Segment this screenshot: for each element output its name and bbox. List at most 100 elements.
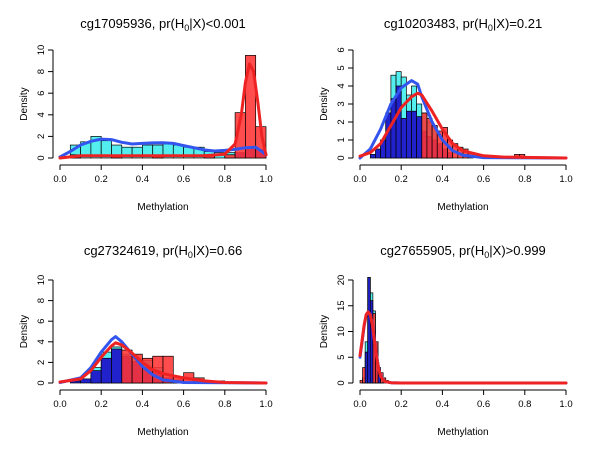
density-curve-blue	[358, 79, 568, 160]
bar-blue	[364, 351, 369, 384]
panel-title-subscript: 0	[488, 23, 493, 33]
x-tick-label: 0.8	[518, 174, 531, 185]
y-tick-label: 2	[336, 119, 347, 124]
y-tick-label: 5	[336, 65, 347, 70]
y-tick-label: 4	[36, 339, 47, 344]
x-tick-label: 0.2	[395, 399, 408, 410]
x-tick-label: 0.4	[136, 399, 149, 410]
panel-title-suffix: |X)=0.21	[493, 16, 542, 31]
panel-title: cg27324619, pr(H0|X)=0.66	[84, 243, 242, 260]
x-tick-label: 1.0	[559, 174, 572, 185]
y-axis-title: Density	[319, 315, 330, 348]
y-tick-label: 10	[336, 326, 347, 337]
y-tick-label: 6	[336, 47, 347, 52]
bar-blue	[90, 370, 102, 384]
x-tick-label: 0.0	[53, 399, 66, 410]
x-axis-title: Methylation	[437, 202, 488, 213]
panel-title: cg17095936, pr(H0|X)<0.001	[80, 16, 246, 33]
bar-red	[362, 367, 366, 384]
x-tick-label: 0.4	[436, 399, 449, 410]
panel-title-suffix: |X)<0.001	[189, 16, 246, 31]
density-curve-red	[58, 62, 268, 160]
x-tick-label: 1.0	[259, 399, 272, 410]
y-tick-label: 0	[336, 155, 347, 160]
y-tick-label: 2	[36, 360, 47, 365]
y-tick-label: 3	[336, 101, 347, 106]
y-tick-label: 4	[336, 83, 347, 88]
bar-red	[121, 349, 133, 384]
panel-2: cg10203483, pr(H0|X)=0.210.0 0.2 0.4 0.6 0.8…	[319, 16, 573, 213]
panel-title-prefix: cg27324619, pr(H	[84, 243, 188, 258]
bar-blue	[416, 116, 423, 159]
y-tick-label: 0	[336, 380, 347, 385]
density-curve-blue	[58, 137, 268, 159]
density-curve-red	[358, 310, 568, 385]
y-tick-label: 6	[36, 91, 47, 96]
y-tick-label: 4	[36, 112, 47, 117]
x-axis-title: Methylation	[137, 427, 188, 438]
panel-title-subscript: 0	[184, 23, 189, 33]
density-curve-red	[358, 91, 568, 160]
bar-blue	[406, 110, 412, 159]
y-tick-label: 8	[36, 298, 47, 303]
panel-title-prefix: cg17095936, pr(H	[80, 16, 184, 31]
x-tick-label: 0.2	[95, 399, 108, 410]
x-tick-label: 0.6	[477, 174, 490, 185]
y-axis-title: Density	[19, 87, 30, 120]
panel-title: cg27655905, pr(H0|X)>0.999	[380, 243, 546, 260]
bar-blue	[111, 348, 123, 384]
x-axis-title: Methylation	[137, 202, 188, 213]
bar-blue	[100, 357, 112, 384]
y-tick-label: 5	[336, 355, 347, 360]
bar-red	[421, 112, 428, 159]
x-tick-label: 0.8	[218, 174, 231, 185]
panel-title-suffix: |X)>0.999	[489, 243, 546, 258]
y-tick-label: 10	[36, 275, 47, 286]
bar-blue	[400, 118, 407, 159]
panel-title: cg10203483, pr(H0|X)=0.21	[384, 16, 542, 33]
y-tick-label: 10	[36, 45, 47, 56]
x-tick-label: 0.8	[518, 399, 531, 410]
y-tick-label: 1	[336, 137, 347, 142]
y-tick-label: 20	[336, 275, 347, 286]
bar-red	[224, 154, 236, 159]
y-tick-label: 0	[36, 155, 47, 160]
bar-blue	[411, 110, 418, 159]
x-tick-label: 0.0	[353, 174, 366, 185]
y-tick-label: 15	[336, 300, 347, 311]
x-tick-label: 0.6	[477, 399, 490, 410]
bar-red	[245, 55, 257, 159]
x-tick-label: 0.4	[436, 174, 449, 185]
x-axis-title: Methylation	[437, 427, 488, 438]
x-tick-label: 0.6	[177, 399, 190, 410]
bar-blue	[390, 98, 397, 159]
panel-title-prefix: cg10203483, pr(H	[384, 16, 488, 31]
y-axis-title: Density	[19, 315, 30, 348]
bar-red	[359, 380, 363, 384]
x-tick-label: 0.4	[136, 174, 149, 185]
x-tick-label: 0.0	[53, 174, 66, 185]
bar-red	[426, 118, 433, 159]
y-tick-label: 0	[36, 380, 47, 385]
y-axis-title: Density	[319, 87, 330, 120]
panel-3: cg27324619, pr(H0|X)=0.660.0 0.2 0.4 0.6 0.8…	[19, 243, 273, 438]
x-tick-label: 0.6	[177, 174, 190, 185]
bar-blue	[375, 148, 381, 159]
x-tick-label: 0.2	[395, 174, 408, 185]
density-curve-blue	[58, 335, 268, 385]
bar-blue	[367, 277, 371, 384]
x-tick-label: 1.0	[259, 174, 272, 185]
y-tick-label: 6	[36, 319, 47, 324]
x-tick-label: 0.0	[353, 399, 366, 410]
y-tick-label: 2	[36, 134, 47, 139]
panel-title-subscript: 0	[188, 250, 193, 260]
y-tick-label: 8	[36, 69, 47, 74]
panel-title-subscript: 0	[484, 250, 489, 260]
panel-title-prefix: cg27655905, pr(H	[380, 243, 484, 258]
density-curve-red	[58, 341, 268, 385]
x-tick-label: 0.2	[95, 174, 108, 185]
bar-blue	[369, 154, 376, 159]
